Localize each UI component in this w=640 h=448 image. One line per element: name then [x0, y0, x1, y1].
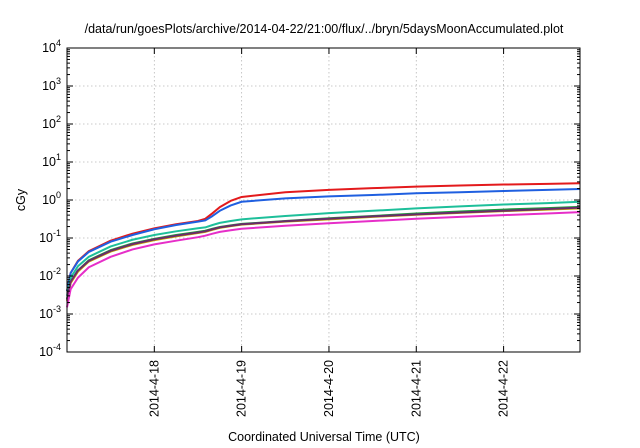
series-line-2	[66, 187, 581, 292]
y-tick-label: 10-3	[39, 304, 61, 321]
y-tick-label: 10-2	[39, 266, 61, 283]
x-tick-label: 2014-4-22	[497, 360, 511, 417]
y-tick-exponent: 1	[56, 152, 61, 162]
series-line-7	[66, 211, 581, 308]
x-axis-label: Coordinated Universal Time (UTC)	[228, 430, 420, 444]
y-tick-base: 10	[42, 41, 56, 55]
series-line-3	[66, 200, 581, 297]
y-tick-base: 10	[39, 307, 53, 321]
x-tick-labels: 2014-4-18 2014-4-19 2014-4-20 2014-4-21 2014…	[147, 360, 510, 417]
y-tick-exponent: 2	[56, 114, 61, 124]
ticks	[67, 47, 580, 353]
y-tick-exponent: 3	[56, 76, 61, 86]
y-tick-label: 104	[42, 38, 61, 55]
series-line-6	[66, 206, 581, 300]
y-tick-base: 10	[42, 117, 56, 131]
x-tick-label: 2014-4-19	[235, 360, 249, 417]
y-tick-label: 102	[42, 114, 61, 131]
y-tick-label: 103	[42, 76, 61, 93]
y-tick-label: 101	[42, 152, 61, 169]
y-tick-exponent: 4	[56, 38, 61, 48]
chart-title: /data/run/goesPlots/archive/2014-04-22/2…	[85, 22, 564, 36]
y-tick-exponent: -2	[53, 266, 61, 276]
series-line-5	[66, 207, 581, 302]
y-tick-label: 10-4	[39, 342, 61, 359]
series-line-4	[66, 205, 581, 300]
x-tick-label: 2014-4-18	[147, 360, 161, 417]
grid	[67, 48, 580, 352]
y-tick-base: 10	[39, 231, 53, 245]
y-tick-base: 10	[42, 193, 56, 207]
y-tick-base: 10	[42, 79, 56, 93]
y-tick-exponent: -4	[53, 342, 61, 352]
x-tick-label: 2014-4-21	[409, 360, 423, 417]
y-tick-exponent: 0	[56, 190, 61, 200]
y-axis-label: cGy	[14, 188, 28, 211]
y-tick-base: 10	[39, 345, 53, 359]
series-layer	[66, 182, 581, 308]
y-tick-label: 100	[42, 190, 61, 207]
y-tick-base: 10	[39, 269, 53, 283]
x-tick-label: 2014-4-20	[322, 360, 336, 417]
y-tick-exponent: -3	[53, 304, 61, 314]
y-tick-exponent: -1	[53, 228, 61, 238]
y-tick-base: 10	[42, 155, 56, 169]
y-tick-label: 10-1	[39, 228, 61, 245]
